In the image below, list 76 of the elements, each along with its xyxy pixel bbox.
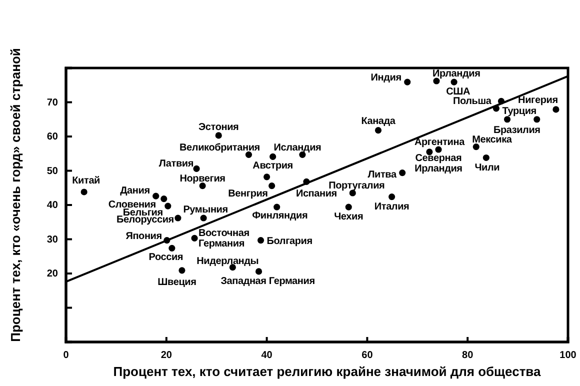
point xyxy=(482,154,490,162)
annotation: Турция xyxy=(502,106,537,118)
point xyxy=(168,244,176,252)
x-tick-label: 20 xyxy=(160,350,172,362)
annotation: Китай xyxy=(72,176,100,187)
point xyxy=(174,214,182,222)
annotation: Ирландия xyxy=(432,68,481,80)
point xyxy=(552,106,560,113)
point xyxy=(270,153,276,160)
annotation: Западная Германия xyxy=(220,276,316,288)
point xyxy=(215,132,222,139)
point xyxy=(191,234,198,242)
point xyxy=(178,267,186,274)
annotation: Россия xyxy=(148,252,184,263)
y-tick-label: 30 xyxy=(46,234,58,246)
point xyxy=(534,116,540,123)
point xyxy=(388,193,396,200)
annotation: Аргентина xyxy=(414,137,466,148)
point xyxy=(268,182,276,190)
annotation: Исландия xyxy=(274,142,322,154)
point xyxy=(264,174,270,180)
annotation: Швеция xyxy=(158,277,197,288)
annotation: Северная Ирландия xyxy=(414,152,463,174)
point xyxy=(374,127,382,134)
annotation: Польша xyxy=(452,96,492,107)
annotation: Литва xyxy=(368,169,397,180)
x-tick-label: 80 xyxy=(462,350,474,362)
annotation: Болгария xyxy=(266,236,313,247)
annotation: Нидерланды xyxy=(196,256,259,267)
annotation: Великобритания xyxy=(180,142,260,154)
point xyxy=(504,116,511,123)
annotation: Румыния xyxy=(183,204,228,216)
annotation: Восточная Германия xyxy=(198,228,250,250)
y-axis-title: Процент тех, кто «очень горд» своей страной xyxy=(8,48,23,342)
annotation: Белоруссия xyxy=(116,214,174,226)
point xyxy=(345,204,352,210)
x-tick-label: 0 xyxy=(63,350,70,362)
annotation: Австрия xyxy=(252,160,294,172)
point xyxy=(80,188,88,196)
point xyxy=(274,204,280,210)
annotation: США xyxy=(446,86,470,98)
y-tick-label: 60 xyxy=(46,132,58,143)
y-tick-label: 20 xyxy=(46,268,58,280)
annotation: Канада xyxy=(361,116,396,127)
point xyxy=(404,78,411,86)
annotation: Бразилия xyxy=(493,125,541,136)
point xyxy=(472,143,480,150)
y-tick-label: 50 xyxy=(46,166,58,177)
point xyxy=(200,214,207,222)
annotation: Нигерия xyxy=(518,95,558,106)
point xyxy=(399,170,406,176)
annotation: Финляндия xyxy=(252,210,308,222)
annotation: Латвия xyxy=(158,158,194,170)
y-tick-label: 70 xyxy=(46,97,58,108)
y-tick-label: 40 xyxy=(46,200,58,212)
point xyxy=(164,202,172,210)
point xyxy=(193,165,200,172)
annotation: Япония xyxy=(126,230,162,242)
annotation: Мексика xyxy=(472,134,512,146)
annotation: Дания xyxy=(120,186,150,197)
annotation: Чили xyxy=(474,162,500,174)
x-axis-title: Процент тех, кто считает религию крайне значимой для общества xyxy=(113,364,542,379)
annotation: Норвегия xyxy=(180,173,226,184)
annotation: Эстония xyxy=(198,122,240,134)
point xyxy=(160,196,168,202)
annotation: Чехия xyxy=(334,212,364,223)
annotation: Индия xyxy=(370,72,402,84)
annotation: Италия xyxy=(374,201,410,212)
annotation: Венгрия xyxy=(228,188,268,200)
x-tick-label: 100 xyxy=(560,350,577,362)
point xyxy=(450,78,458,86)
point xyxy=(255,268,262,275)
x-tick-label: 40 xyxy=(261,350,273,362)
point xyxy=(152,192,160,200)
point xyxy=(257,236,264,244)
x-tick-label: 60 xyxy=(362,350,374,362)
